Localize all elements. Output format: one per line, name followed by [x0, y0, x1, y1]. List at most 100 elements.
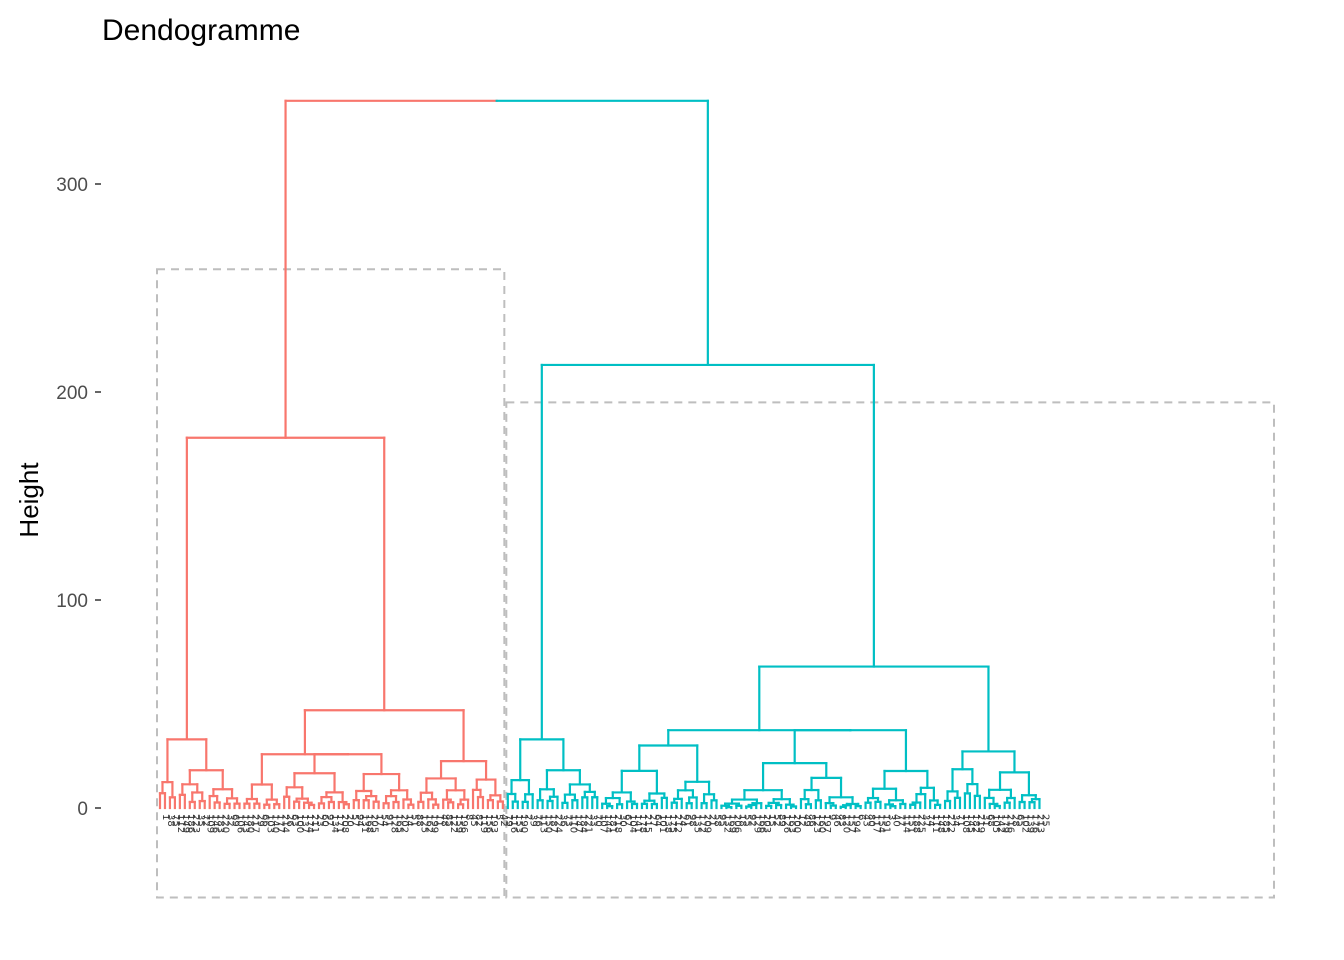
- leaf-label: 145: [965, 814, 976, 833]
- leaf-label: 200: [791, 814, 802, 833]
- leaf-label: 21: [707, 814, 718, 827]
- leaf-label: 66: [259, 814, 270, 827]
- leaf-label: 160: [816, 814, 827, 833]
- leaf-label: 212: [672, 814, 683, 833]
- leaf-label: 82: [473, 814, 484, 827]
- leaf-label: 97: [324, 814, 335, 827]
- leaf-label: 188: [910, 814, 921, 833]
- leaf-label: 48: [438, 814, 449, 827]
- y-tick-label: 300: [56, 175, 88, 196]
- leaf-label: 220: [220, 814, 231, 833]
- leaf-label: 31: [980, 814, 991, 827]
- leaf-label: 156: [483, 814, 494, 833]
- y-axis: 0 100 200 300: [56, 175, 101, 820]
- leaf-label: 64: [652, 814, 663, 827]
- leaf-label: 197: [821, 814, 832, 833]
- leaf-label: 83: [836, 814, 847, 827]
- leaf-label: 178: [637, 814, 648, 833]
- leaf-label: 57: [349, 814, 360, 827]
- dendrogram-tree: [158, 99, 1041, 810]
- leaf-label: 49: [801, 814, 812, 827]
- leaf-label: 208: [339, 814, 350, 833]
- leaf-label: 2: [523, 814, 534, 820]
- leaf-label: 143: [240, 814, 251, 833]
- leaf-label: 132: [721, 814, 732, 833]
- leaf-label: 117: [871, 814, 882, 833]
- leaf-label: 209: [702, 814, 713, 833]
- leaf-label: 11: [433, 814, 444, 827]
- leaf-label: 149: [180, 814, 191, 833]
- cluster-rectangles: [156, 268, 1275, 899]
- leaf-label: 73: [562, 814, 573, 827]
- leaf-label: 146: [210, 814, 221, 833]
- leaf-label: 102: [1020, 814, 1031, 833]
- leaf-label: 9: [826, 814, 837, 820]
- leaf-label: 70: [592, 814, 603, 827]
- leaf-label: 205: [369, 814, 380, 833]
- leaf-label: 176: [1030, 814, 1041, 833]
- leaf-label: 168: [364, 814, 375, 833]
- leaf-label: 77: [895, 814, 906, 827]
- leaf-label: 150: [543, 814, 554, 833]
- leaf-label: 108: [960, 814, 971, 833]
- leaf-label: 225: [915, 814, 926, 833]
- leaf-label: 33: [587, 814, 598, 827]
- leaf-label: 30: [617, 814, 628, 827]
- leaf-label: 101: [657, 814, 668, 833]
- leaf-label: 95: [717, 814, 728, 827]
- leaf-label: 214: [279, 814, 290, 833]
- leaf-label: 18: [736, 814, 747, 827]
- leaf-label: 29: [254, 814, 265, 827]
- leaf-label: 128: [389, 814, 400, 833]
- leaf-label: 106: [235, 814, 246, 833]
- leaf-label: 6: [856, 814, 867, 820]
- leaf-label: 131: [359, 814, 370, 833]
- leaf-label: 171: [334, 814, 345, 833]
- leaf-label: 100: [294, 814, 305, 833]
- chart-title: Dendogramme: [102, 14, 300, 47]
- leaf-label: 3: [885, 814, 896, 820]
- leaf-label: 67: [622, 814, 633, 827]
- leaf-label: 162: [423, 814, 434, 833]
- leaf-label: 8: [463, 814, 474, 820]
- leaf-label: 110: [567, 814, 578, 833]
- leaf-label: 182: [970, 814, 981, 833]
- leaf-label: 191: [880, 814, 891, 833]
- leaf-label: 183: [215, 814, 226, 833]
- leaf-label: 55: [741, 814, 752, 827]
- leaf-label: 85: [443, 814, 454, 827]
- leaf-label: 46: [831, 814, 842, 827]
- y-tick-label: 100: [56, 591, 88, 612]
- leaf-label: 72: [200, 814, 211, 827]
- leaf-label: 37: [920, 814, 931, 827]
- leaf-label: 181: [607, 814, 618, 833]
- leaf-label: 184: [577, 814, 588, 833]
- leaf-label: 148: [935, 814, 946, 833]
- leaf-label: 107: [597, 814, 608, 833]
- leaf-label: 222: [945, 814, 956, 833]
- leaf-label: 147: [572, 814, 583, 833]
- leaf-label: 126: [781, 814, 792, 833]
- leaf-label: 135: [692, 814, 703, 833]
- leaf-label: 177: [274, 814, 285, 833]
- leaf-label: 71: [955, 814, 966, 827]
- leaf-label: 213: [1035, 814, 1046, 833]
- leaf-label: 119: [478, 814, 489, 833]
- leaf-label: 43: [861, 814, 872, 827]
- leaf-label: 68: [985, 814, 996, 827]
- leaf-label: 98: [687, 814, 698, 827]
- cluster-rectangle: [156, 268, 506, 899]
- leaf-label: 185: [940, 814, 951, 833]
- leaf-label: 86: [806, 814, 817, 827]
- leaf-label: 75: [170, 814, 181, 827]
- leaf-label: 69: [230, 814, 241, 827]
- leaf-label: 42: [498, 814, 509, 827]
- leaf-label: 139: [1025, 814, 1036, 833]
- leaf-label: 109: [205, 814, 216, 833]
- leaf-label: 61: [682, 814, 693, 827]
- leaf-label: 52: [771, 814, 782, 827]
- leaf-label: 105: [990, 814, 1001, 833]
- leaf-label: 60: [319, 814, 330, 827]
- leaf-label: 26: [284, 814, 295, 827]
